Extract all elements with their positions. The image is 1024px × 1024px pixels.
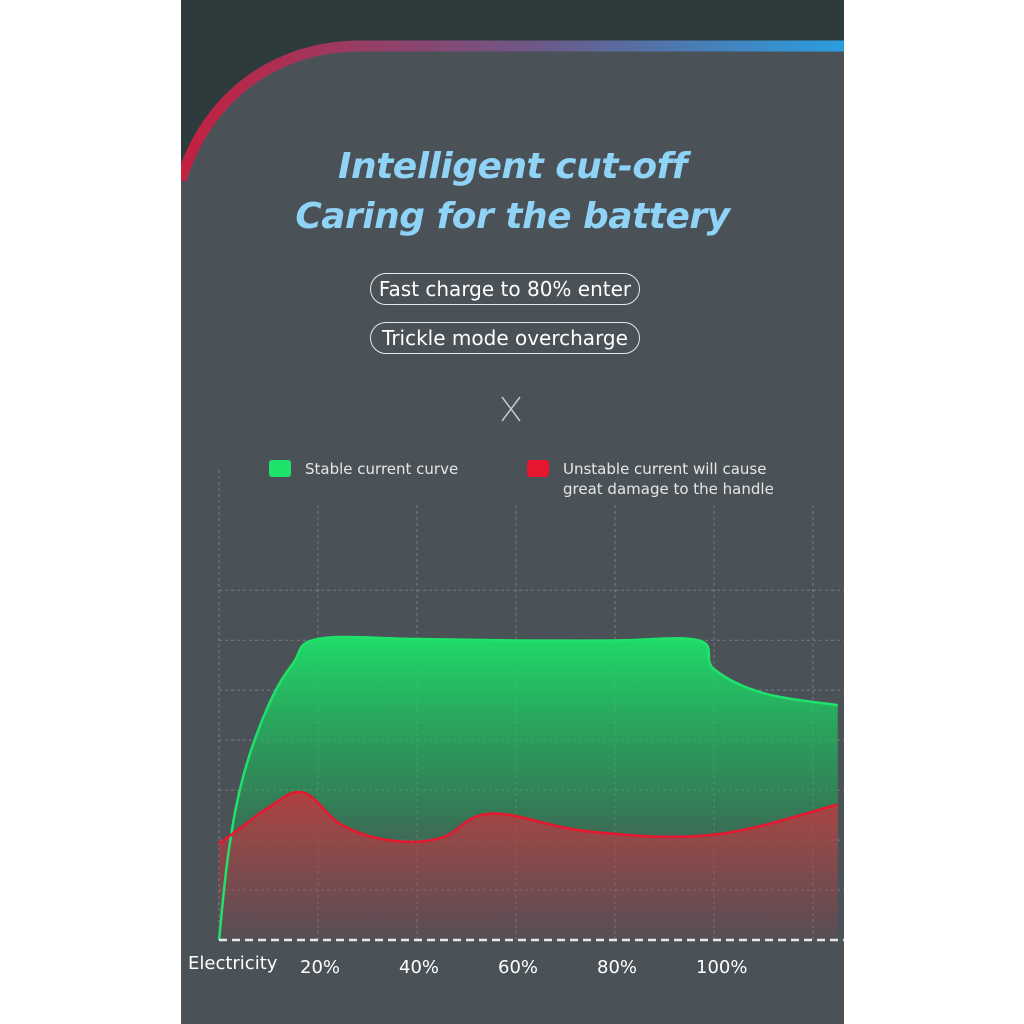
series-line-stable	[217, 635, 838, 941]
legend-swatch-stable	[269, 460, 291, 477]
x-tick-label: 100%	[696, 957, 748, 978]
x-axis-title: Electricity	[188, 953, 278, 974]
top-decoration	[181, 0, 844, 182]
series-area-unstable	[219, 791, 838, 940]
x-tick-label: 60%	[498, 957, 539, 978]
feature-pill-fast-charge: Fast charge to 80% enter	[370, 273, 640, 305]
x-tick-label: 80%	[597, 957, 638, 978]
feature-pill-trickle-mode: Trickle mode overcharge	[370, 322, 640, 354]
series-line-unstable	[218, 790, 839, 845]
x-tick-label: 20%	[300, 957, 341, 978]
chart-canvas	[181, 0, 844, 942]
headline-line-2: Caring for the battery	[295, 196, 730, 237]
headline-line-1: Intelligent cut-off	[338, 146, 687, 187]
infographic-panel: Intelligent cut-off Caring for the batte…	[181, 0, 844, 1024]
legend-swatch-unstable	[527, 460, 549, 477]
x-tick-label: 40%	[399, 957, 440, 978]
chart-areas	[217, 635, 839, 941]
legend-label-stable: Stable current curve	[305, 460, 459, 478]
headline: Intelligent cut-off Caring for the batte…	[181, 142, 844, 242]
divider-x-mark	[501, 396, 521, 422]
legend-label-unstable: Unstable current will cause great damage…	[563, 460, 774, 498]
